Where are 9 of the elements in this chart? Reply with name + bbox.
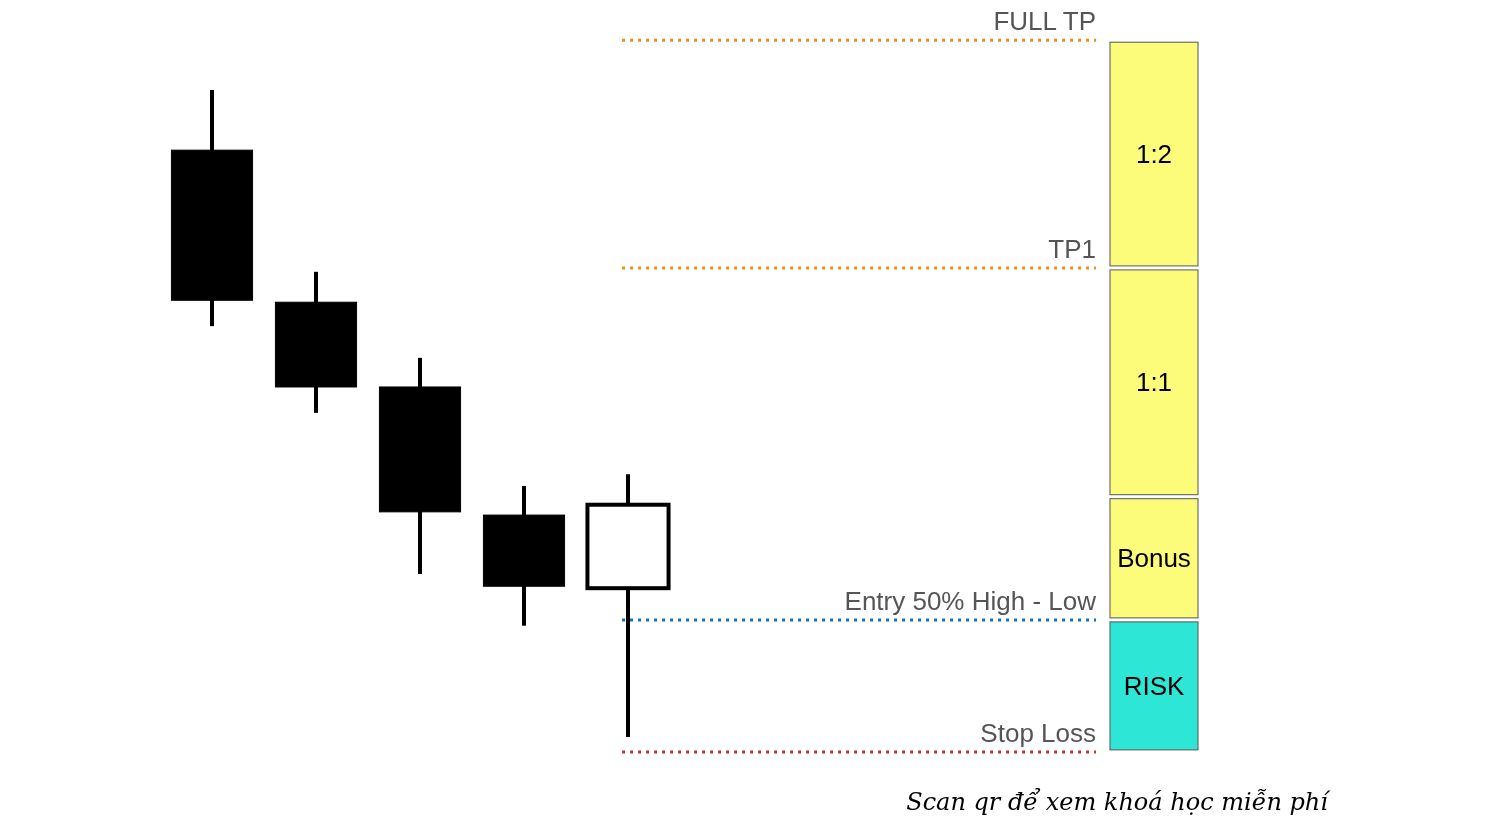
text: 1:1 (1135, 367, 1173, 398)
ref-line-label: FULL TP (993, 6, 1096, 37)
text: RISK (1123, 670, 1185, 701)
text: Scan qr để xem khoá học miễn phí (906, 787, 1332, 816)
text: 1:2 (1135, 139, 1173, 170)
ref-line-label: TP1 (1048, 233, 1096, 264)
ref-line-label: Stop Loss (980, 717, 1096, 748)
text: Bonus (1117, 543, 1191, 574)
ref-line-label: Entry 50% High - Low (844, 585, 1097, 616)
